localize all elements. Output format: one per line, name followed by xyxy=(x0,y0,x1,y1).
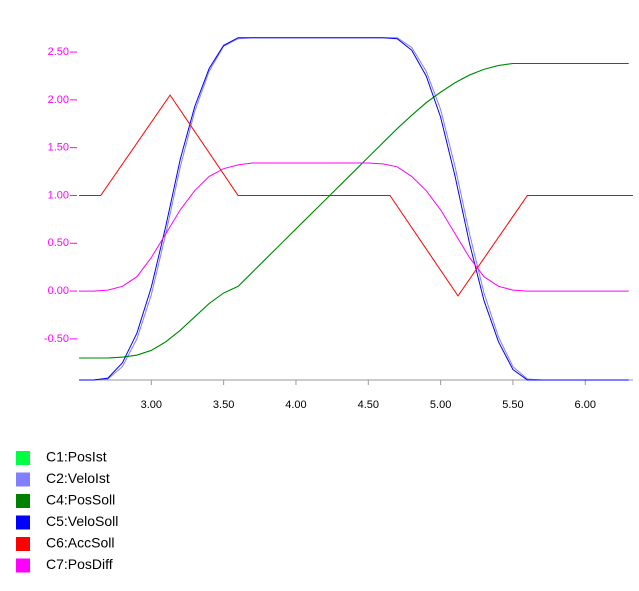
y-tick-label: 1.00 xyxy=(48,189,69,201)
series-line xyxy=(79,37,629,381)
legend-label: C7:PosDiff xyxy=(46,556,113,572)
legend-label: C4:PosSoll xyxy=(46,492,115,508)
legend-swatch xyxy=(16,451,30,465)
y-tick-label: -0.50 xyxy=(44,333,69,345)
y-tick-label: 1.50 xyxy=(48,142,69,154)
x-tick-label: 5.50 xyxy=(502,399,523,411)
x-tick-label: 4.00 xyxy=(285,399,306,411)
legend-label: C5:VeloSoll xyxy=(46,513,118,529)
x-tick-label: 4.50 xyxy=(358,399,379,411)
legend-swatch xyxy=(16,515,30,530)
y-tick-label: 2.50 xyxy=(48,46,69,58)
y-tick-label: 0.50 xyxy=(48,237,69,249)
legend-label: C6:AccSoll xyxy=(46,535,114,551)
series-line xyxy=(79,63,629,359)
legend-swatch xyxy=(16,494,30,508)
legend-swatch xyxy=(16,472,30,487)
x-tick-label: 5.00 xyxy=(430,399,451,411)
series-line xyxy=(79,162,629,292)
y-tick-label: 0.00 xyxy=(48,285,69,297)
legend-swatch xyxy=(16,558,30,573)
x-tick-label: 6.00 xyxy=(575,399,596,411)
legend-label: C1:PosIst xyxy=(46,449,107,465)
legend-swatch xyxy=(16,537,30,551)
x-tick-label: 3.50 xyxy=(213,399,234,411)
series-line xyxy=(79,94,633,297)
legend-label: C2:VeloIst xyxy=(46,470,110,486)
y-tick-label: 2.00 xyxy=(48,94,69,106)
series-line xyxy=(79,37,629,381)
x-tick-label: 3.00 xyxy=(141,399,162,411)
